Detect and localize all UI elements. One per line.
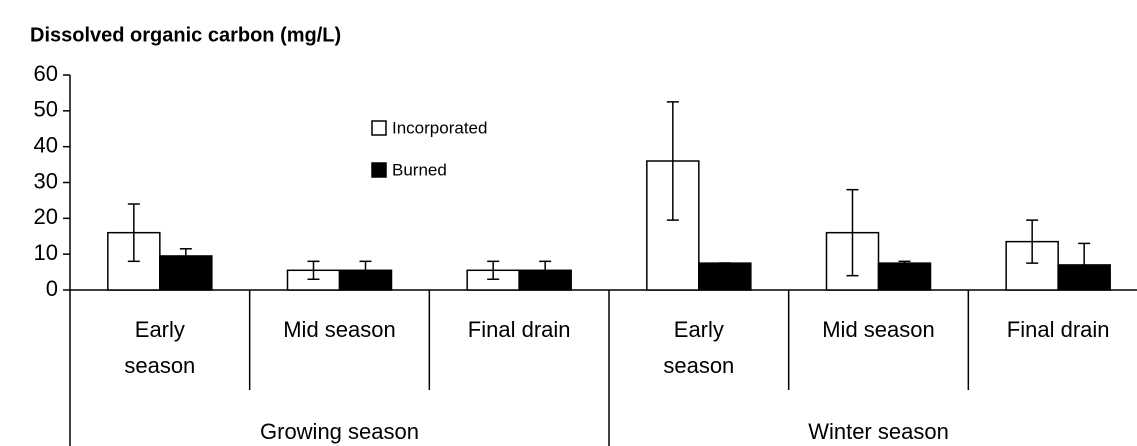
x-tick-label: Mid season	[283, 317, 396, 342]
error-bar	[359, 260, 372, 280]
bar	[877, 262, 932, 291]
y-tick-label: 60	[34, 61, 58, 86]
group-label: Growing season	[260, 419, 419, 444]
error-bar	[307, 260, 320, 280]
error-bar	[846, 188, 859, 277]
y-tick-label: 40	[34, 132, 58, 157]
group-label: Winter season	[808, 419, 949, 444]
x-tick-label: Final drain	[467, 317, 571, 342]
bar	[698, 262, 752, 291]
error-bar	[666, 101, 679, 221]
x-tick-label: Final drain	[1006, 317, 1110, 342]
legend-label: Burned	[392, 160, 447, 179]
legend-swatch	[371, 162, 387, 178]
bar	[159, 255, 213, 291]
error-bar	[487, 260, 500, 280]
x-tick-label: Early season	[663, 317, 735, 378]
error-bar	[898, 260, 911, 266]
error-bar	[127, 203, 140, 263]
chart-title: Dissolved organic carbon (mg/L)	[30, 24, 341, 46]
y-tick-label: 20	[34, 204, 58, 229]
y-tick-label: 50	[34, 97, 58, 122]
legend-swatch	[371, 120, 387, 136]
error-bar	[1078, 242, 1091, 288]
x-tick-label: Early season	[124, 317, 196, 378]
error-bar	[539, 260, 552, 280]
y-tick-label: 30	[34, 168, 58, 193]
legend-label: Incorporated	[392, 118, 487, 137]
error-bar	[1026, 219, 1039, 264]
error-bar	[179, 248, 192, 264]
x-tick-label: Mid season	[822, 317, 935, 342]
y-tick-label: 10	[34, 240, 58, 265]
y-tick-label: 0	[46, 276, 58, 301]
